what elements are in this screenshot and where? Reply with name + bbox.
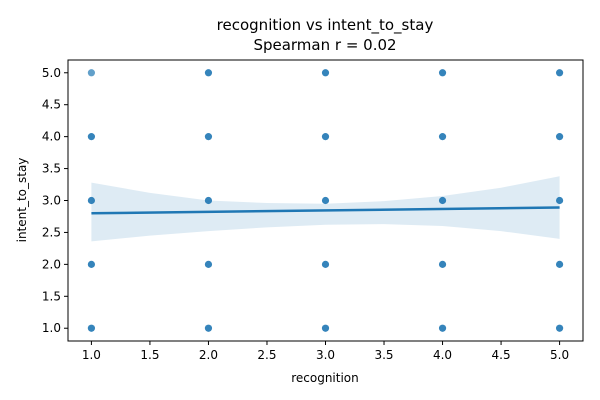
plot-area [87, 69, 564, 332]
data-point [555, 196, 564, 205]
data-point [87, 196, 96, 205]
data-point [87, 69, 96, 77]
data-point [321, 260, 330, 268]
data-point [204, 196, 213, 205]
data-point [204, 133, 213, 141]
data-point [204, 260, 213, 268]
y-tick-label: 2.0 [42, 257, 61, 271]
y-tick-label: 2.5 [42, 225, 61, 239]
y-axis-label: intent_to_stay [15, 158, 29, 243]
data-point [321, 196, 330, 205]
data-point [555, 69, 564, 77]
x-axis-ticks: 1.0 1.5 2.0 2.5 3.0 3.5 4.0 4.5 5.0 [82, 341, 569, 362]
data-point [438, 260, 447, 268]
data-points [87, 69, 564, 332]
data-point [321, 69, 330, 77]
x-tick-label: 3.5 [374, 348, 393, 362]
x-axis-label: recognition [291, 371, 359, 385]
x-tick-label: 3.0 [316, 348, 335, 362]
data-point [555, 324, 564, 332]
data-point [321, 324, 330, 332]
y-tick-label: 4.0 [42, 130, 61, 144]
confidence-band [91, 176, 560, 242]
data-point [438, 196, 447, 205]
x-tick-label: 5.0 [550, 348, 569, 362]
x-tick-label: 4.0 [433, 348, 452, 362]
x-tick-label: 1.0 [82, 348, 101, 362]
regression-line [91, 206, 560, 215]
x-tick-label: 4.5 [492, 348, 511, 362]
data-point [555, 260, 564, 268]
chart-title: recognition vs intent_to_stay [217, 16, 434, 35]
x-tick-label: 2.5 [257, 348, 276, 362]
y-tick-label: 1.5 [42, 289, 61, 303]
data-point [204, 69, 213, 77]
data-point [87, 324, 96, 332]
data-point [87, 260, 96, 268]
data-point [438, 324, 447, 332]
y-tick-label: 5.0 [42, 66, 61, 80]
data-point [438, 69, 447, 77]
data-point [555, 133, 564, 141]
y-tick-label: 4.5 [42, 98, 61, 112]
x-tick-label: 1.5 [140, 348, 159, 362]
y-tick-label: 1.0 [42, 321, 61, 335]
data-point [87, 133, 96, 141]
y-tick-label: 3.5 [42, 162, 61, 176]
y-tick-label: 3.0 [42, 194, 61, 208]
chart-subtitle: Spearman r = 0.02 [253, 36, 396, 54]
y-axis-ticks: 1.0 1.5 2.0 2.5 3.0 3.5 4.0 4.5 5.0 [42, 66, 68, 335]
data-point [321, 133, 330, 141]
data-point [438, 133, 447, 141]
x-tick-label: 2.0 [199, 348, 218, 362]
data-point [204, 324, 213, 332]
